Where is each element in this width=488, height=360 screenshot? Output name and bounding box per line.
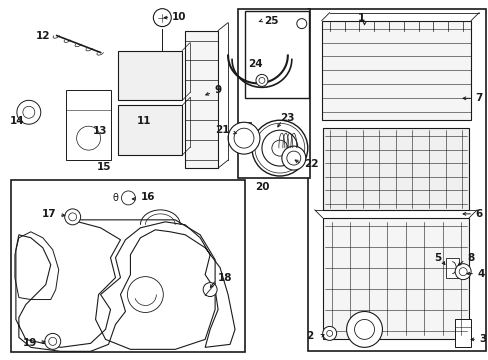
Text: 4: 4 xyxy=(476,269,484,279)
Text: 2: 2 xyxy=(306,332,313,341)
Circle shape xyxy=(262,130,297,166)
Circle shape xyxy=(64,209,81,225)
Circle shape xyxy=(49,337,57,345)
Text: θ: θ xyxy=(112,193,118,203)
Text: 12: 12 xyxy=(36,31,51,41)
Text: 15: 15 xyxy=(97,162,112,172)
Text: 14: 14 xyxy=(10,116,24,126)
Text: 23: 23 xyxy=(279,113,294,123)
Text: 3: 3 xyxy=(478,334,486,345)
Circle shape xyxy=(68,213,77,221)
Text: 19: 19 xyxy=(22,338,37,348)
Bar xyxy=(118,105,182,155)
Text: 20: 20 xyxy=(254,182,268,192)
Circle shape xyxy=(45,333,61,349)
Circle shape xyxy=(23,106,35,118)
Bar xyxy=(118,50,182,100)
Circle shape xyxy=(286,151,300,165)
Circle shape xyxy=(121,191,135,205)
Text: 24: 24 xyxy=(247,59,262,69)
Text: 21: 21 xyxy=(215,125,229,135)
Circle shape xyxy=(127,276,163,312)
Text: 13: 13 xyxy=(93,126,107,136)
Text: 16: 16 xyxy=(140,192,155,202)
Circle shape xyxy=(17,100,41,124)
Text: 7: 7 xyxy=(474,93,482,103)
Bar xyxy=(65,90,110,160)
Circle shape xyxy=(346,311,382,347)
Bar xyxy=(446,258,458,278)
Text: 10: 10 xyxy=(172,12,186,22)
Circle shape xyxy=(458,268,466,276)
Bar xyxy=(237,122,250,128)
Bar xyxy=(11,180,244,352)
Text: 17: 17 xyxy=(42,209,57,219)
Bar xyxy=(244,11,308,98)
Text: 11: 11 xyxy=(137,116,151,126)
Text: 1: 1 xyxy=(357,13,365,23)
Text: 8: 8 xyxy=(466,253,473,263)
Text: 22: 22 xyxy=(303,159,318,169)
Circle shape xyxy=(227,122,260,154)
Bar xyxy=(238,9,309,178)
Circle shape xyxy=(203,283,217,297)
Circle shape xyxy=(281,146,305,170)
Bar xyxy=(321,21,470,120)
Text: 5: 5 xyxy=(433,253,441,263)
Circle shape xyxy=(259,77,264,84)
Bar xyxy=(185,31,218,168)
Bar xyxy=(322,218,468,339)
Circle shape xyxy=(271,140,287,156)
Circle shape xyxy=(296,19,306,28)
Text: 18: 18 xyxy=(218,273,232,283)
Circle shape xyxy=(326,330,332,336)
Bar xyxy=(322,128,468,210)
Circle shape xyxy=(251,120,307,176)
Circle shape xyxy=(454,264,470,280)
Circle shape xyxy=(354,319,374,339)
Text: 9: 9 xyxy=(214,85,221,95)
Bar xyxy=(307,9,485,351)
Circle shape xyxy=(234,128,253,148)
Bar xyxy=(454,319,470,347)
Text: 25: 25 xyxy=(264,15,278,26)
Circle shape xyxy=(322,327,336,340)
Circle shape xyxy=(255,75,267,86)
Circle shape xyxy=(153,9,171,27)
Text: 6: 6 xyxy=(474,209,481,219)
